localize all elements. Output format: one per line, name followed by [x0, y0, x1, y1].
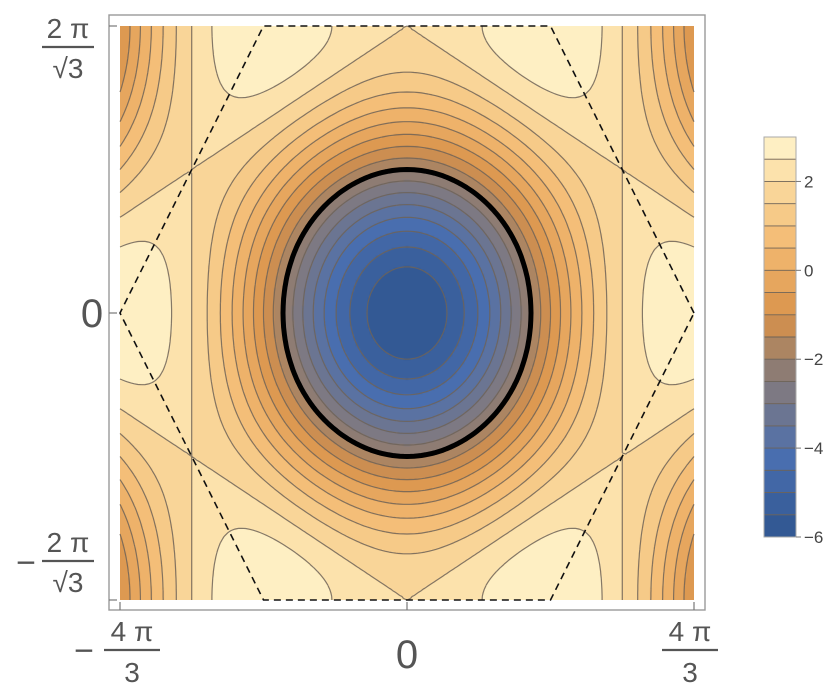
contour-line — [119, 26, 695, 600]
y-tick-denominator: √3 — [53, 53, 84, 84]
y-tick-text: 0 — [81, 292, 103, 336]
x-axis: 4 π3− 04 π3 — [74, 602, 718, 688]
y-tick-label: 2 π √3− — [16, 527, 94, 598]
contour-line — [119, 26, 695, 600]
x-tick-numerator: 4 π — [669, 616, 712, 647]
contour-line — [272, 157, 542, 469]
x-tick-label: 0 — [396, 633, 418, 677]
y-tick-label: 2 π√3 — [42, 13, 94, 84]
contour-lines — [119, 25, 695, 601]
heatmap-fill — [120, 26, 694, 600]
contour-line — [119, 25, 695, 601]
x-tick-denominator: 3 — [124, 657, 140, 688]
contour-line — [312, 204, 502, 422]
contour-line — [119, 26, 695, 600]
x-tick-label: 4 π3 — [662, 616, 718, 688]
y-axis: 2 π√302 π√3− — [16, 13, 117, 601]
y-tick-sign: − — [16, 544, 36, 582]
x-tick-numerator: 4 π — [111, 616, 154, 647]
y-tick-numerator: 2 π — [47, 13, 90, 44]
x-tick-text: 0 — [396, 633, 418, 677]
y-tick-label: 0 — [81, 292, 103, 336]
highlighted-contour — [280, 167, 534, 459]
contour-line — [302, 192, 512, 434]
highlighted-contour-line — [280, 167, 534, 459]
brillouin-zone-hexagon — [119, 25, 695, 601]
plot-area — [119, 25, 695, 601]
contour-line — [292, 180, 522, 446]
x-tick-denominator: 3 — [682, 657, 698, 688]
contour-line — [119, 25, 695, 601]
y-tick-denominator: √3 — [53, 567, 84, 598]
contour-line — [335, 230, 479, 396]
y-tick-numerator: 2 π — [47, 527, 90, 558]
x-tick-label: 4 π 3− — [74, 616, 160, 688]
contour-line — [366, 266, 448, 360]
contour-line — [119, 25, 695, 601]
x-tick-sign: − — [74, 632, 94, 670]
contour-line — [323, 216, 491, 410]
contour-line — [349, 246, 465, 380]
contour-line — [262, 145, 552, 481]
